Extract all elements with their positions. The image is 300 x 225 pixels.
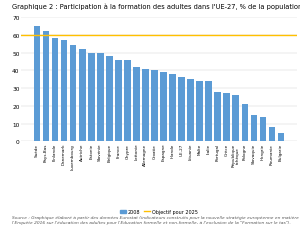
Bar — [250, 115, 257, 142]
Bar — [160, 73, 167, 142]
Bar — [260, 117, 266, 142]
Bar — [178, 78, 185, 142]
Bar — [34, 27, 40, 142]
Bar — [242, 105, 248, 142]
Bar — [214, 92, 221, 142]
Bar — [43, 32, 50, 142]
Bar — [142, 69, 149, 142]
Bar — [115, 61, 122, 142]
Bar — [151, 71, 158, 142]
Bar — [52, 39, 58, 142]
Bar — [88, 53, 94, 142]
Text: Graphique 2 : Participation à la formation des adultes dans l'UE-27, % de la pop: Graphique 2 : Participation à la formati… — [12, 3, 300, 10]
Bar — [224, 94, 230, 142]
Bar — [97, 53, 104, 142]
Bar — [124, 61, 131, 142]
Bar — [232, 96, 239, 142]
Bar — [278, 133, 284, 142]
Bar — [133, 68, 140, 142]
Text: Source : Graphique élaboré à partir des données Eurostat (indicateurs construits: Source : Graphique élaboré à partir des … — [12, 215, 300, 224]
Legend: 2008, Objectif pour 2025: 2008, Objectif pour 2025 — [118, 207, 200, 216]
Bar — [106, 57, 113, 142]
Bar — [187, 80, 194, 142]
Bar — [196, 82, 203, 142]
Bar — [61, 41, 68, 142]
Bar — [70, 46, 76, 142]
Bar — [79, 50, 86, 142]
Bar — [205, 82, 212, 142]
Bar — [268, 128, 275, 142]
Bar — [169, 74, 176, 142]
